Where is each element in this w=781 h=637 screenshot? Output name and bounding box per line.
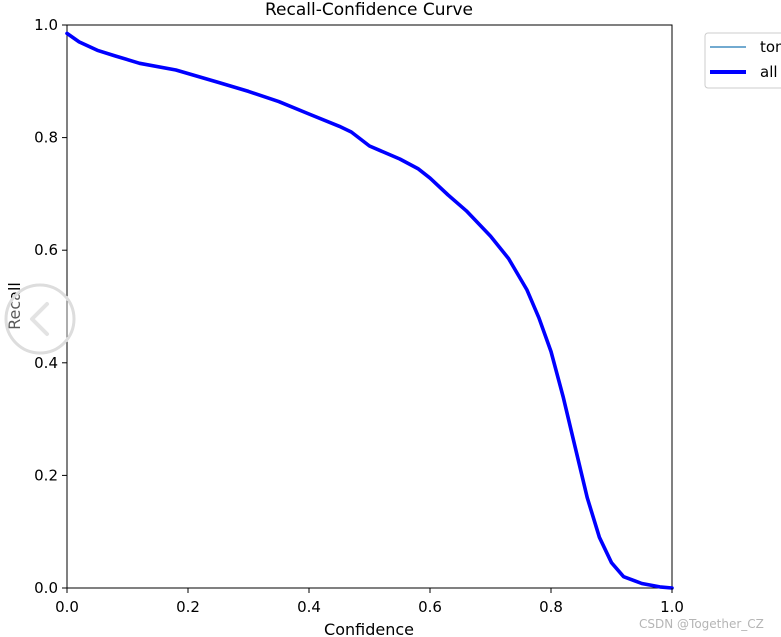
series-line-all	[65, 31, 674, 590]
watermark: CSDN @Together_CZ	[639, 617, 764, 631]
x-axis-ticks: 0.0 0.2 0.4 0.6 0.8 1.0	[55, 588, 684, 616]
chevron-left-icon[interactable]	[4, 283, 76, 355]
x-tick-label: 0.6	[418, 598, 442, 616]
y-axis-ticks: 0.0 0.2 0.4 0.6 0.8 1.0	[34, 16, 67, 597]
x-axis-title: Confidence	[324, 620, 414, 637]
legend: tom all	[704, 32, 781, 89]
x-tick-label: 0.2	[176, 598, 200, 616]
y-tick-label: 0.6	[34, 241, 58, 259]
y-tick-label: 0.2	[34, 466, 58, 484]
y-tick-label: 1.0	[34, 16, 58, 34]
y-tick-label: 0.0	[34, 579, 58, 597]
x-tick-label: 0.0	[55, 598, 79, 616]
legend-label-tom: tom	[760, 38, 781, 56]
plot-area	[66, 24, 673, 589]
x-tick-label: 0.4	[297, 598, 321, 616]
x-tick-label: 1.0	[660, 598, 684, 616]
y-tick-label: 0.8	[34, 129, 58, 147]
y-axis-title: Recall	[5, 282, 24, 330]
y-tick-label: 0.4	[34, 354, 58, 372]
legend-label-all: all	[760, 63, 778, 81]
x-tick-label: 0.8	[539, 598, 563, 616]
chart-title: Recall-Confidence Curve	[265, 0, 473, 20]
